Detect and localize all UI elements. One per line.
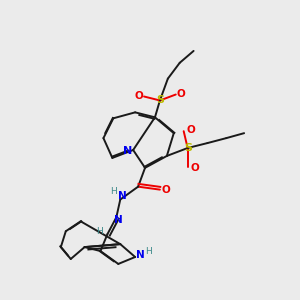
Text: N: N [136,250,145,260]
Text: H: H [96,227,103,236]
Text: H: H [145,247,152,256]
Text: O: O [176,88,185,98]
Text: O: O [190,163,199,173]
Text: N: N [114,215,123,225]
Text: H: H [110,187,117,196]
Text: N: N [123,146,132,156]
Text: O: O [186,125,195,135]
Text: S: S [184,143,193,153]
Text: O: O [161,184,170,195]
Text: O: O [135,91,143,100]
Text: S: S [156,95,164,106]
Text: N: N [118,190,127,201]
